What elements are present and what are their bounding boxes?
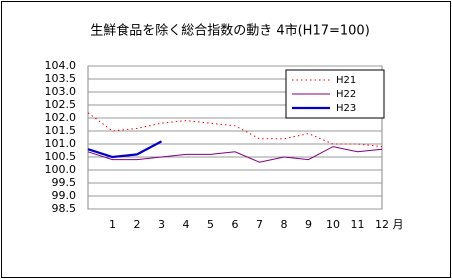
y-tick-label: 102.5 [45,98,77,111]
y-tick-label: 103.5 [45,72,77,85]
x-tick-label: 4 [183,218,190,231]
legend-label: H21 [336,75,356,86]
y-tick-label: 100.5 [45,150,77,163]
x-tick-label: 7 [256,218,263,231]
y-tick-label: 98.5 [52,202,77,215]
legend-label: H23 [336,103,356,114]
series-line [87,112,383,148]
x-tick-label: 10 [326,218,340,231]
y-tick-label: 102.0 [45,111,77,124]
x-axis-label: 月 [393,218,404,231]
x-tick-label: 6 [232,218,239,231]
x-tick-label: 12 [375,218,389,231]
y-tick-label: 101.0 [45,137,77,150]
x-tick-label: 11 [351,218,365,231]
y-tick-label: 104.0 [45,59,77,72]
y-tick-label: 100.0 [45,163,77,176]
series-line [87,140,163,159]
y-tick-label: 99.0 [52,189,77,202]
x-tick-label: 1 [109,218,116,231]
x-tick-label: 2 [134,218,141,231]
x-tick-label: 5 [207,218,214,231]
series-line [87,146,383,163]
y-tick-label: 99.5 [52,176,77,189]
x-tick-label: 3 [158,218,165,231]
x-tick-label: 9 [305,218,312,231]
x-tick-label: 8 [281,218,288,231]
legend-label: H22 [336,89,356,100]
y-tick-label: 101.5 [45,124,77,137]
y-tick-label: 103.0 [45,85,77,98]
chart-title: 生鮮食品を除く総合指数の動き 4市(H17=100) [90,23,370,39]
